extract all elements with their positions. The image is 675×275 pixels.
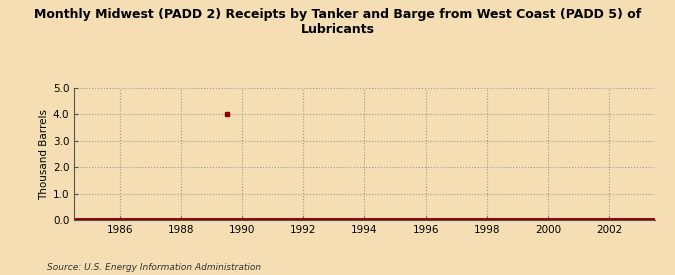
Y-axis label: Thousand Barrels: Thousand Barrels [38, 109, 49, 199]
Text: Source: U.S. Energy Information Administration: Source: U.S. Energy Information Administ… [47, 263, 261, 272]
Text: Monthly Midwest (PADD 2) Receipts by Tanker and Barge from West Coast (PADD 5) o: Monthly Midwest (PADD 2) Receipts by Tan… [34, 8, 641, 36]
